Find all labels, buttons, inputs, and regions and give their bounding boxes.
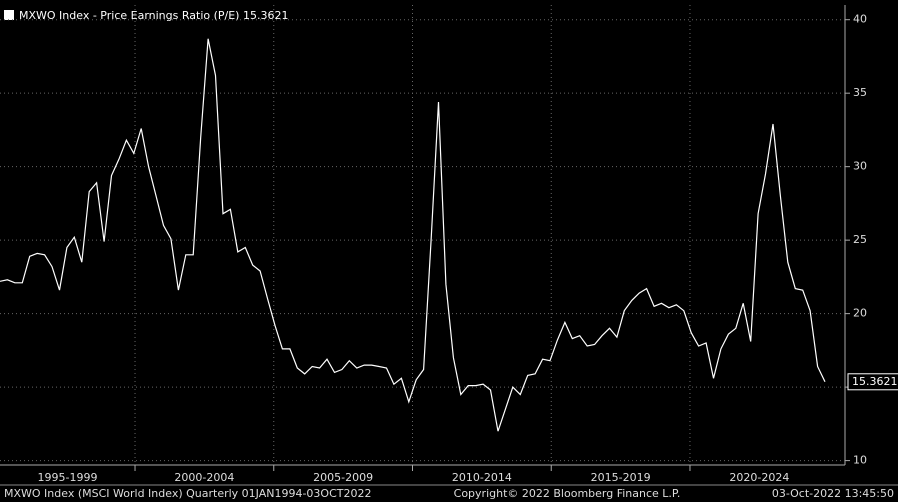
x-tick-label: 2005-2009 [313,471,373,484]
y-tick-label: 10 [853,454,867,467]
y-tick-label: 20 [853,307,867,320]
last-value-label: 15.3621 [852,375,898,388]
x-tick-label: 2000-2004 [174,471,234,484]
y-tick-label: 30 [853,160,867,173]
x-tick-label: 2010-2014 [452,471,512,484]
x-tick-label: 1995-1999 [38,471,98,484]
x-tick-label: 2020-2024 [729,471,789,484]
legend-label: MXWO Index - Price Earnings Ratio (P/E) … [19,9,288,22]
series-line [0,38,826,432]
footer-center: Copyright© 2022 Bloomberg Finance L.P. [454,487,681,500]
last-value-box [847,373,898,391]
y-tick-label: 25 [853,233,867,246]
footer-left: MXWO Index (MSCI World Index) Quarterly … [4,487,372,500]
footer-right: 03-Oct-2022 13:45:50 [772,487,894,500]
legend-swatch [4,10,14,20]
y-tick-label: 40 [853,13,867,26]
y-tick-label: 35 [853,86,867,99]
x-tick-label: 2015-2019 [591,471,651,484]
